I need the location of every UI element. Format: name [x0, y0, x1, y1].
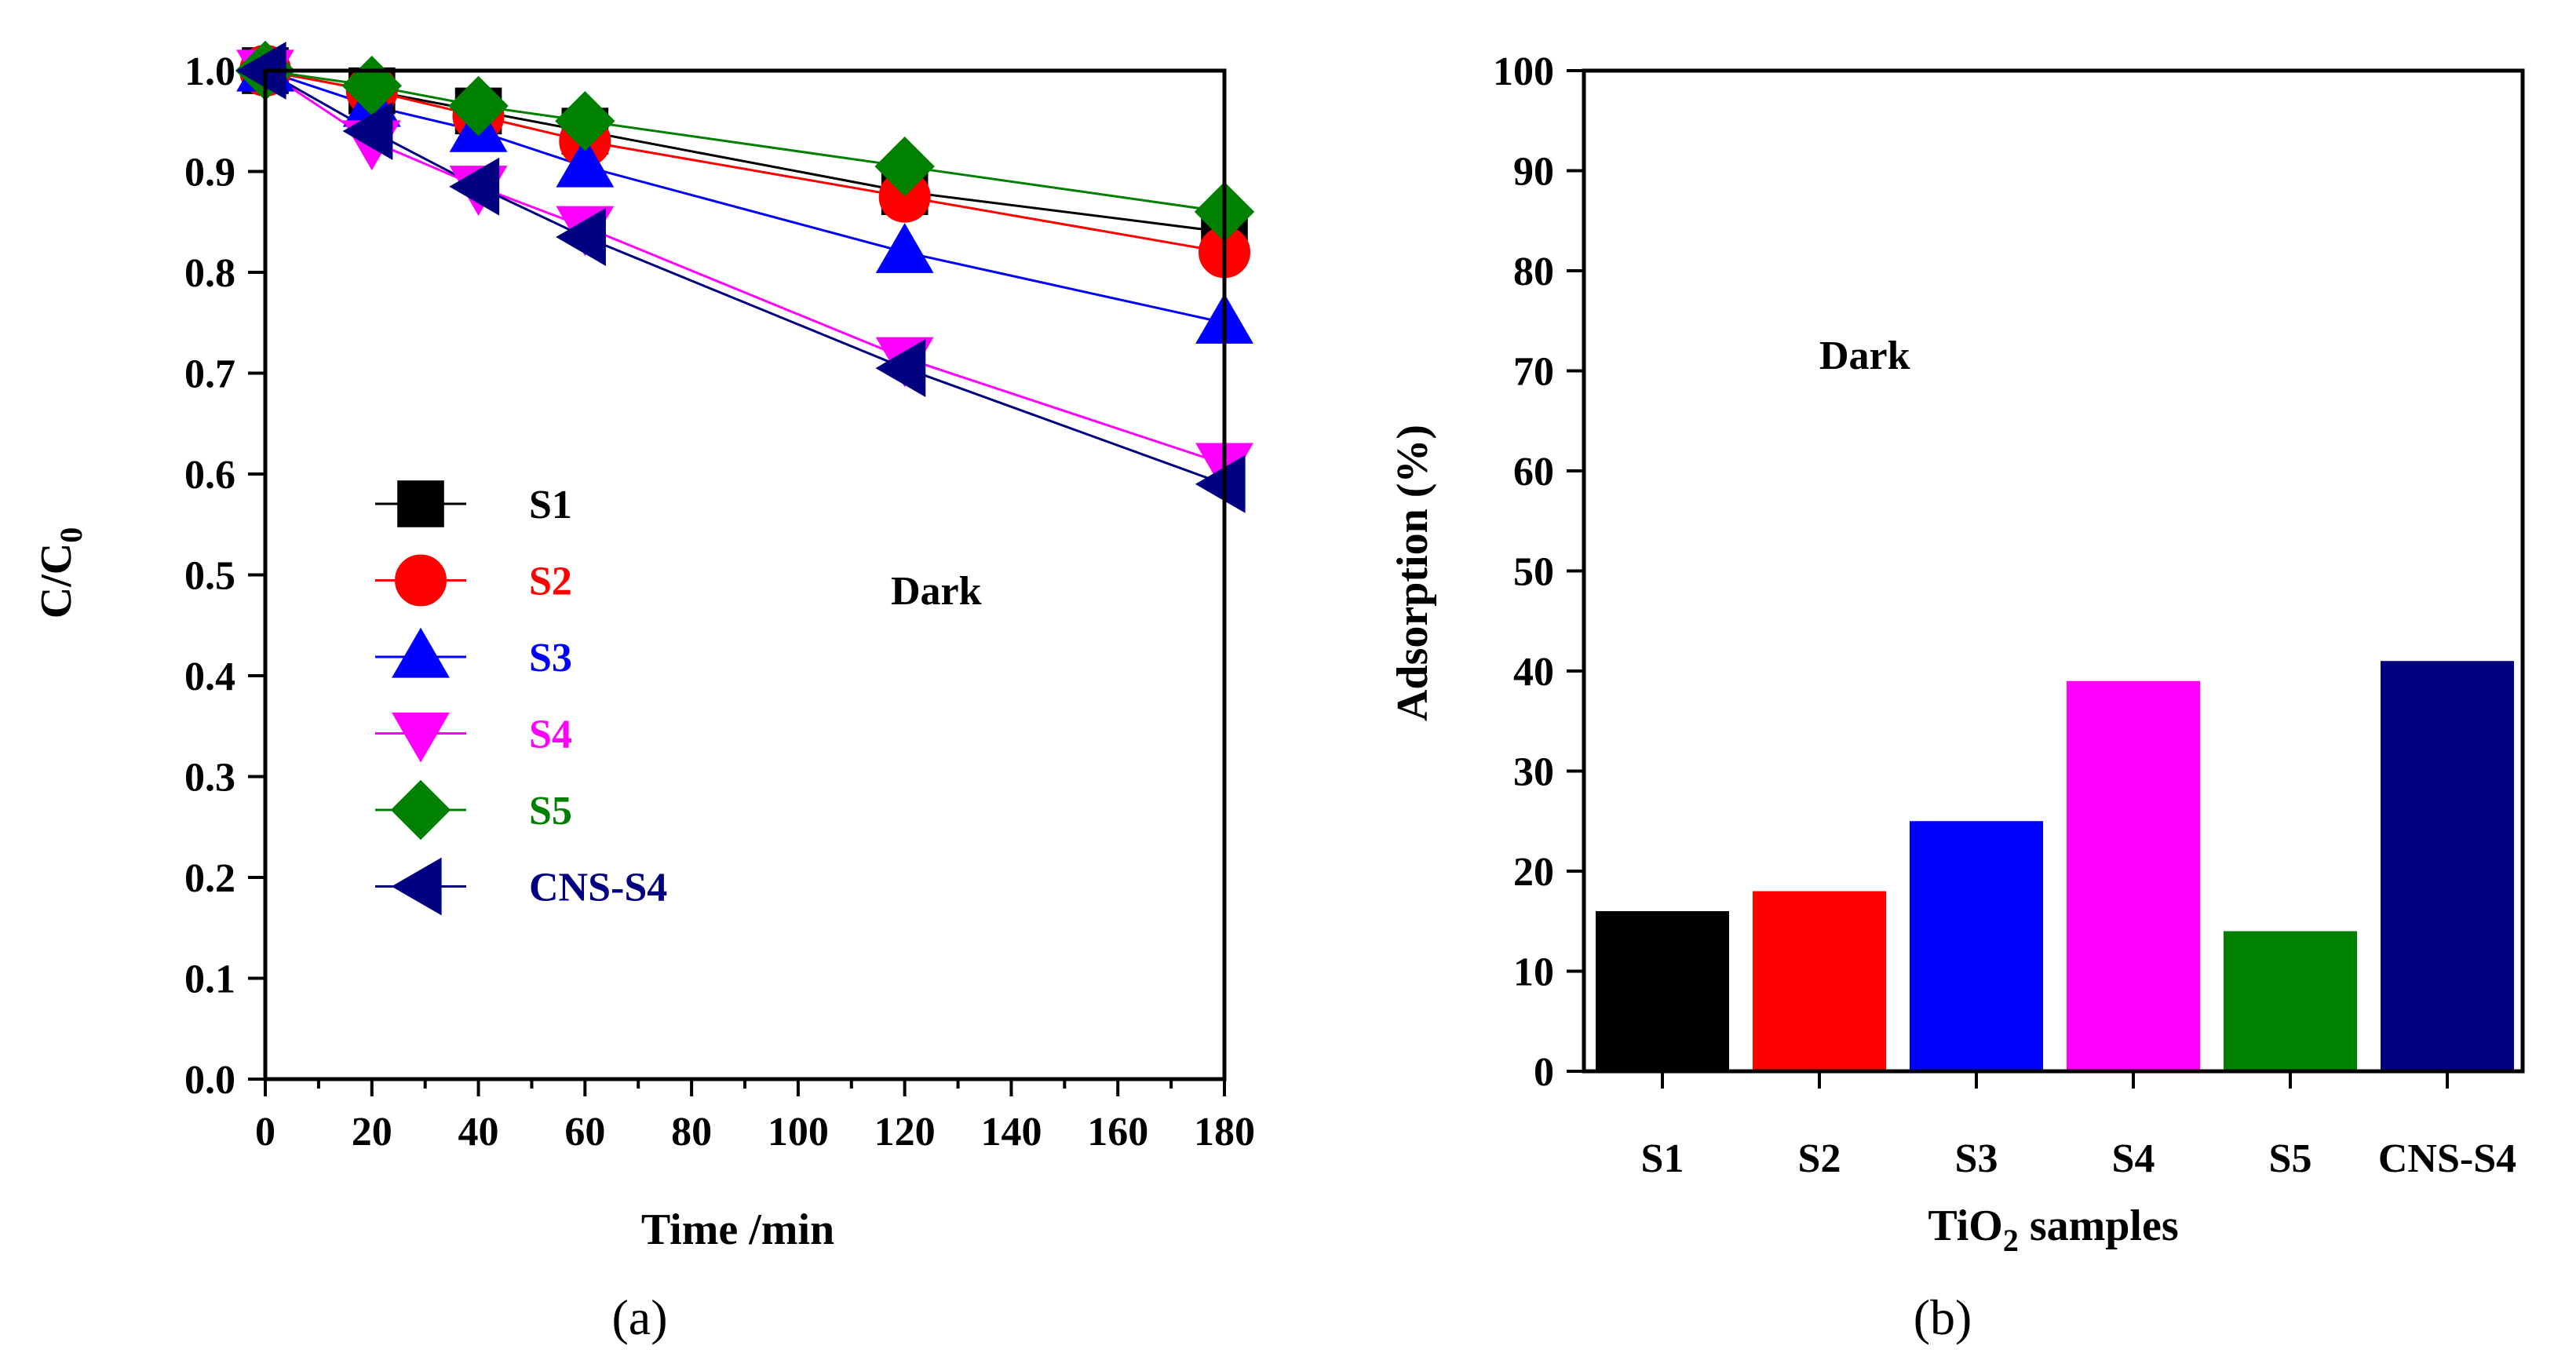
panel-a-y-title-subscript: 0 — [53, 527, 89, 543]
bar-s3 — [1910, 821, 2043, 1071]
panel-b-bars — [1596, 661, 2514, 1071]
legend-marker-s5 — [390, 779, 451, 841]
y-tick-label: 50 — [1513, 550, 1554, 595]
panel-a-chart: 0 20 40 60 80 100 120 140 160 180 0.0 0.1 0.2 0.3 0.4 0… — [32, 40, 1255, 1345]
bar-s5 — [2224, 931, 2357, 1071]
legend-marker-s3 — [392, 627, 450, 678]
y-tick-label: 100 — [1493, 49, 1554, 94]
data-point-cns-s4 — [556, 208, 606, 266]
panel-a-x-axis-title: Time /min — [641, 1205, 834, 1254]
data-point-cns-s4 — [342, 102, 393, 161]
y-tick-label: 0.7 — [184, 352, 235, 397]
y-tick-label: 70 — [1513, 350, 1554, 395]
y-tick-label: 0.8 — [184, 251, 235, 296]
panel-a-ticks: 0 20 40 60 80 100 120 140 160 180 0.0 0.1 0.2 0.3 0.4 0… — [184, 49, 1255, 1154]
panel-a-dark-annotation: Dark — [891, 569, 982, 614]
x-tick-label: 0 — [255, 1110, 275, 1154]
panel-a-series-lines — [265, 69, 1225, 486]
y-tick-label: 0.1 — [184, 957, 235, 1002]
legend-label-cns-s4: CNS-S4 — [529, 866, 667, 910]
y-tick-label: 10 — [1513, 950, 1554, 995]
legend-label-s2: S2 — [529, 560, 572, 604]
x-tick-label-s2: S2 — [1798, 1136, 1841, 1181]
bar-s1 — [1596, 911, 1729, 1071]
panel-b-x-title-main: TiO — [1928, 1202, 2002, 1250]
x-tick-label-s1: S1 — [1641, 1136, 1684, 1181]
legend-marker-s2 — [395, 554, 447, 607]
data-point-s5 — [555, 91, 615, 151]
series-line-s5 — [265, 69, 1225, 213]
panel-a-y-title-main: C/C — [32, 543, 81, 618]
panel-b-axes-frame — [1582, 68, 2525, 1074]
y-tick-label: 0.9 — [184, 151, 235, 195]
y-tick-label: 30 — [1513, 750, 1554, 795]
panel-b-y-axis-title: Adsorption (%) — [1388, 425, 1437, 721]
x-tick-label: 180 — [1194, 1110, 1255, 1154]
legend-label-s4: S4 — [529, 713, 572, 757]
x-tick-label-cns-s4: CNS-S4 — [2378, 1136, 2516, 1181]
bar-s4 — [2067, 680, 2200, 1071]
panel-a-y-axis-title: C/C0 — [32, 527, 89, 618]
y-tick-label: 0.0 — [184, 1058, 235, 1103]
data-point-cns-s4 — [1195, 454, 1246, 513]
legend-marker-s1 — [397, 480, 444, 527]
y-tick-label: 1.0 — [184, 49, 235, 94]
x-tick-label: 100 — [768, 1110, 829, 1154]
data-point-cns-s4 — [449, 157, 500, 216]
y-tick-label: 20 — [1513, 850, 1554, 895]
data-point-s3 — [875, 223, 934, 273]
y-tick-label: 0 — [1534, 1050, 1554, 1095]
x-tick-label-s3: S3 — [1955, 1136, 1998, 1181]
x-tick-label-s4: S4 — [2112, 1136, 2155, 1181]
x-tick-label: 60 — [564, 1110, 605, 1154]
panel-b-x-axis-title: TiO2 samples — [1928, 1202, 2178, 1258]
y-tick-label: 60 — [1513, 450, 1554, 494]
y-tick-label: 0.6 — [184, 453, 235, 498]
legend-label-s1: S1 — [529, 483, 572, 527]
x-tick-label: 80 — [671, 1110, 712, 1154]
panel-b-x-title-subscript: 2 — [2003, 1223, 2019, 1258]
y-tick-label: 0.4 — [184, 655, 235, 699]
panel-b-dark-annotation: Dark — [1819, 334, 1910, 378]
panel-a-label: (a) — [611, 1289, 667, 1345]
y-tick-label: 90 — [1513, 150, 1554, 195]
panel-b-label: (b) — [1914, 1289, 1972, 1345]
panel-a-markers — [235, 40, 1255, 513]
x-tick-label: 120 — [874, 1110, 936, 1154]
x-tick-label: 20 — [352, 1110, 392, 1154]
x-tick-label: 160 — [1087, 1110, 1148, 1154]
x-tick-label: 40 — [458, 1110, 499, 1154]
y-tick-label: 40 — [1513, 650, 1554, 695]
panel-a-legend: S1 S2 S3 S4 S5 CNS-S4 — [375, 480, 667, 916]
data-point-s5 — [448, 75, 509, 137]
x-tick-label-s5: S5 — [2269, 1136, 2312, 1181]
data-point-s5 — [874, 136, 935, 197]
bar-cns-s4 — [2381, 661, 2514, 1071]
legend-marker-cns-s4 — [391, 857, 442, 916]
panel-b-chart: 0 10 20 30 40 50 60 70 80 90 100 S1 S2 S3 S4 S5 CNS-S4 D… — [1388, 49, 2525, 1345]
legend-label-s3: S3 — [529, 636, 572, 680]
panel-a-axes-frame — [263, 68, 1227, 1081]
legend-marker-s4 — [392, 712, 450, 763]
x-tick-label: 140 — [980, 1110, 1042, 1154]
bar-s2 — [1753, 891, 1886, 1071]
series-line-s3 — [265, 69, 1225, 324]
series-line-s4 — [265, 69, 1225, 465]
y-tick-label: 0.3 — [184, 756, 235, 801]
data-point-cns-s4 — [875, 339, 926, 398]
panel-b-ticks: 0 10 20 30 40 50 60 70 80 90 100 S1 S2 S3 S4 S5 CNS-S4 — [1493, 49, 2516, 1181]
y-tick-label: 80 — [1513, 250, 1554, 294]
data-point-s3 — [556, 137, 615, 188]
legend-label-s5: S5 — [529, 789, 572, 833]
y-tick-label: 0.5 — [184, 554, 235, 599]
series-line-cns-s4 — [265, 69, 1225, 486]
y-tick-label: 0.2 — [184, 856, 235, 901]
panel-b-x-title-tail: samples — [2019, 1202, 2179, 1250]
